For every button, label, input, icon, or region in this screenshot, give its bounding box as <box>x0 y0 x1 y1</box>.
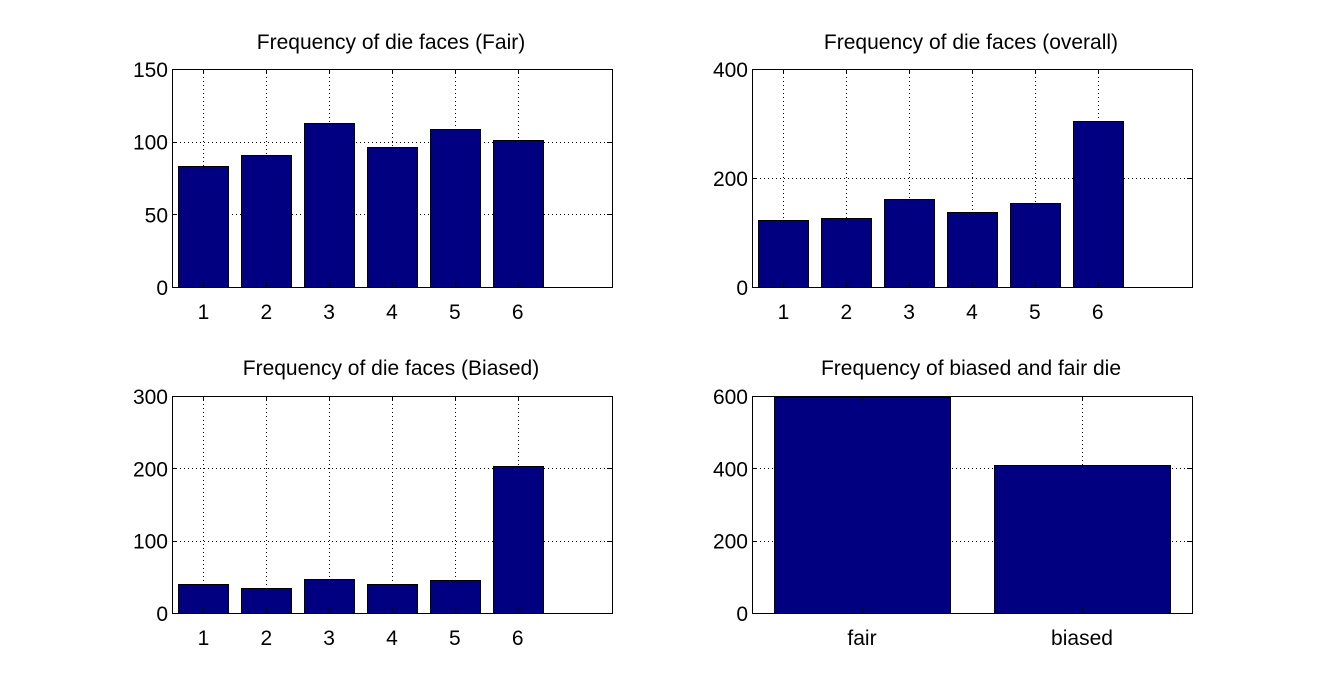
bar-6 <box>1073 121 1124 288</box>
y-tick-label: 0 <box>156 277 168 300</box>
bar-3 <box>304 123 355 288</box>
x-tick-label: 1 <box>778 301 790 324</box>
y-tick-label: 100 <box>133 132 168 155</box>
y-tick-label: 0 <box>736 277 748 300</box>
x-tick-label: biased <box>1051 627 1113 650</box>
x-tick-label: 2 <box>840 301 852 324</box>
axis-box <box>752 396 1193 614</box>
chart-title: Frequency of biased and fair die <box>821 357 1121 380</box>
bar-5 <box>1010 203 1061 288</box>
x-tick-label: 6 <box>1092 301 1104 324</box>
x-tick-label: 1 <box>198 301 210 324</box>
bar-2 <box>821 218 872 288</box>
y-tick-label: 100 <box>133 531 168 554</box>
chart-fair: Frequency of die faces (Fair) 0 50 100 150 1… <box>133 31 613 324</box>
chart-title: Frequency of die faces (Biased) <box>243 357 539 380</box>
x-tick-label: 5 <box>449 627 461 650</box>
x-tick-label: fair <box>847 627 876 650</box>
x-tick-label: 4 <box>386 301 398 324</box>
y-tick-label: 200 <box>713 531 748 554</box>
bar-4 <box>947 212 998 288</box>
bar-3 <box>884 199 935 288</box>
bar-6 <box>493 140 544 288</box>
x-tick-label: 3 <box>903 301 915 324</box>
y-tick-label: 300 <box>133 386 168 409</box>
bar-1 <box>178 166 229 288</box>
y-tick-label: 200 <box>713 168 748 191</box>
y-tick-label: 600 <box>713 386 748 409</box>
y-tick-label: 400 <box>713 59 748 82</box>
bar-6 <box>493 466 544 614</box>
x-tick-label: 1 <box>198 627 210 650</box>
bar-1 <box>178 584 229 614</box>
x-tick-label: 3 <box>323 627 335 650</box>
bar-2 <box>241 155 292 288</box>
chart-overall: Frequency of die faces (overall) 0 200 400… <box>713 31 1193 324</box>
y-tick-label: 200 <box>133 458 168 481</box>
bar-4 <box>367 147 418 288</box>
bar-biased <box>994 465 1171 614</box>
y-tick-label: 0 <box>156 603 168 626</box>
bar-5 <box>430 129 481 288</box>
x-tick-label: 4 <box>966 301 978 324</box>
chart-title: Frequency of die faces (overall) <box>824 31 1118 54</box>
y-tick-label: 400 <box>713 458 748 481</box>
chart-title: Frequency of die faces (Fair) <box>257 31 525 54</box>
chart-biased-vs-fair: Frequency of biased and fair die 0 200 400… <box>713 357 1193 650</box>
x-tick-label: 6 <box>512 627 524 650</box>
x-tick-label: 4 <box>386 627 398 650</box>
bar-3 <box>304 579 355 614</box>
x-tick-label: 5 <box>1029 301 1041 324</box>
x-tick-label: 6 <box>512 301 524 324</box>
bar-fair <box>774 397 951 614</box>
y-tick-label: 150 <box>133 59 168 82</box>
x-tick-label: 3 <box>323 301 335 324</box>
y-tick-label: 0 <box>736 603 748 626</box>
x-tick-label: 2 <box>260 301 272 324</box>
chart-biased: Frequency of die faces (Biased) 0 100 200 3… <box>133 357 613 650</box>
x-tick-label: 2 <box>260 627 272 650</box>
x-tick-label: 5 <box>449 301 461 324</box>
y-tick-label: 50 <box>145 204 168 227</box>
bar-1 <box>758 220 809 288</box>
